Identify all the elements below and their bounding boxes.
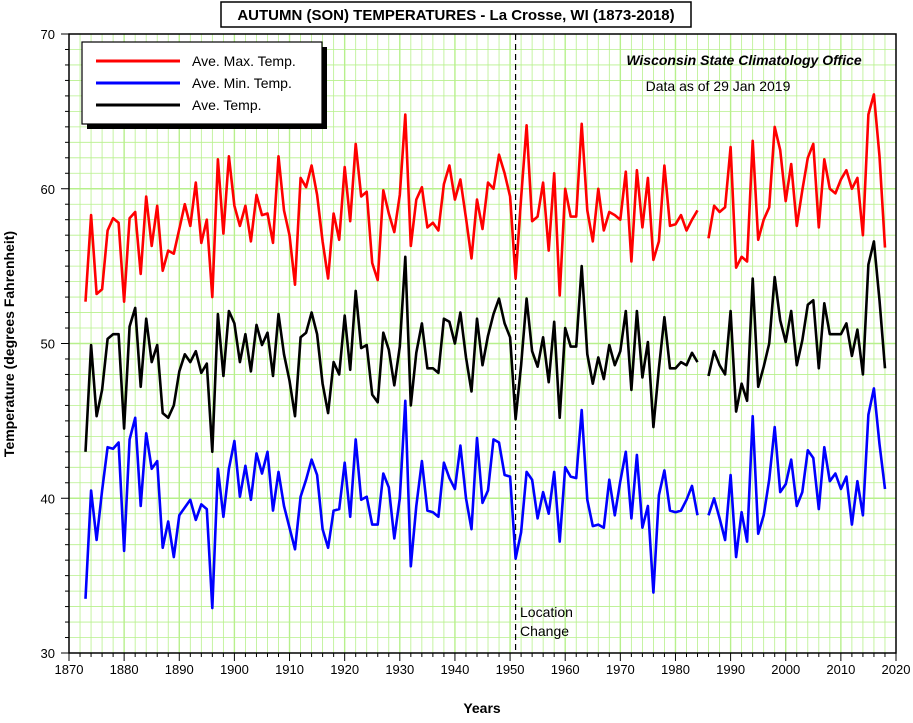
series-line-min: [707, 387, 887, 559]
y-tick-label: 40: [41, 491, 55, 506]
x-tick-label: 1880: [110, 662, 139, 677]
x-tick-label: 2000: [771, 662, 800, 677]
y-tick-label: 60: [41, 182, 55, 197]
y-axis: 30 40 50 60 70: [41, 27, 69, 661]
legend: Ave. Max. Temp. Ave. Min. Temp. Ave. Tem…: [81, 41, 327, 129]
x-tick-label: 1930: [385, 662, 414, 677]
office-annotation: Wisconsin State Climatology Office: [626, 52, 862, 68]
series-line-min: [84, 399, 699, 610]
x-tick-label: 1950: [496, 662, 525, 677]
x-tick-label: 2020: [882, 662, 911, 677]
series-layer: [84, 93, 887, 610]
x-axis: 1870 1880 1890 1900 1910 1920 1930 1940 1950 1960…: [55, 653, 911, 677]
y-axis-label: Temperature (degrees Fahrenheit): [1, 231, 17, 457]
x-tick-label: 1980: [661, 662, 690, 677]
x-tick-label: 2010: [826, 662, 855, 677]
title-box: [220, 1, 692, 28]
y-tick-label: 30: [41, 646, 55, 661]
series-line-avg: [84, 255, 699, 454]
x-tick-label: 1900: [220, 662, 249, 677]
chart-title: AUTUMN (SON) TEMPERATURES - La Crosse, W…: [237, 7, 674, 24]
x-tick-label: 1920: [330, 662, 359, 677]
location-change-label-1: Location: [520, 604, 573, 620]
x-tick-label: 1990: [716, 662, 745, 677]
legend-label-min: Ave. Min. Temp.: [192, 75, 292, 91]
series-line-max: [84, 113, 699, 304]
location-change-label-2: Change: [520, 623, 569, 639]
x-tick-label: 1960: [551, 662, 580, 677]
x-tick-label: 1870: [55, 662, 84, 677]
x-tick-label: 1940: [440, 662, 469, 677]
series-line-avg: [707, 240, 887, 413]
x-tick-label: 1910: [275, 662, 304, 677]
data-date-annotation: Data as of 29 Jan 2019: [646, 78, 791, 94]
x-tick-label: 1890: [165, 662, 194, 677]
x-tick-label: 1970: [606, 662, 635, 677]
series-line-max: [707, 93, 887, 270]
x-axis-label: Years: [463, 700, 501, 716]
legend-label-max: Ave. Max. Temp.: [192, 53, 296, 69]
y-tick-label: 50: [41, 337, 55, 352]
y-tick-label: 70: [41, 27, 55, 42]
legend-label-avg: Ave. Temp.: [192, 97, 262, 113]
